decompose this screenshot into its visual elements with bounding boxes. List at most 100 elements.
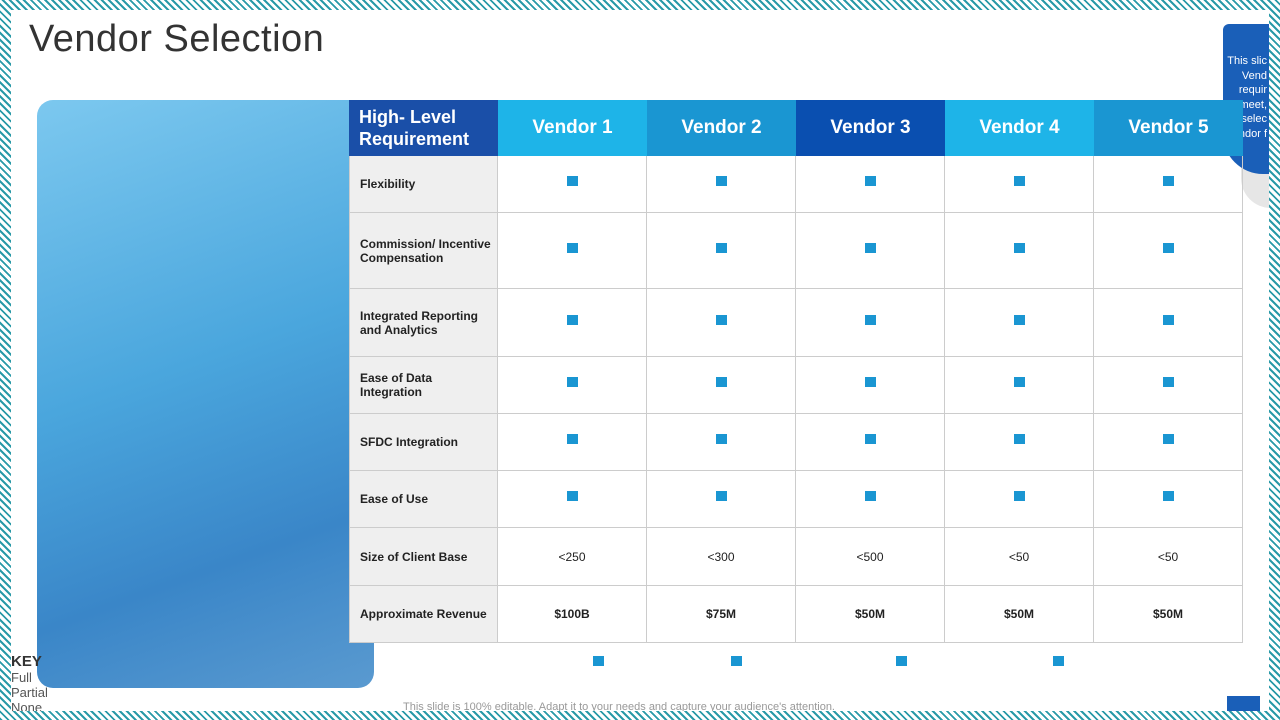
cell: [1094, 357, 1243, 414]
key-icon: [1053, 656, 1064, 666]
row-label: Commission/ Incentive Compensation: [349, 213, 498, 289]
cell: [498, 414, 647, 471]
cell: [647, 357, 796, 414]
cell: [1094, 471, 1243, 528]
cell: [1094, 414, 1243, 471]
callout-line: requir: [1238, 84, 1267, 96]
cell: [647, 414, 796, 471]
status-icon: [864, 176, 876, 186]
callout-line: selec: [1241, 113, 1267, 125]
cell: [945, 471, 1094, 528]
status-icon: [566, 434, 578, 444]
key-label: Partial: [11, 685, 48, 700]
cell: [647, 156, 796, 213]
cell: $50M: [1094, 586, 1243, 643]
row-label: Flexibility: [349, 156, 498, 213]
callout-line: This slic: [1227, 55, 1267, 67]
cell: [796, 414, 945, 471]
status-icon: [566, 314, 578, 325]
header-cell: Vendor 1: [498, 100, 647, 156]
status-icon: [1162, 491, 1174, 501]
cell: $50M: [945, 586, 1094, 643]
status-icon: [715, 491, 727, 501]
slide: Vendor Selection This slic Vend requir meet…: [11, 10, 1269, 711]
cell: [498, 357, 647, 414]
status-icon: [1013, 434, 1025, 444]
cell: [647, 471, 796, 528]
cell: <50: [1094, 528, 1243, 586]
cell: [945, 213, 1094, 289]
cell: <500: [796, 528, 945, 586]
key-icon: [593, 656, 604, 666]
status-icon: [715, 176, 727, 186]
status-icon: [1013, 314, 1025, 325]
status-icon: [715, 242, 727, 253]
cell: [796, 471, 945, 528]
cell: [1094, 213, 1243, 289]
status-icon: [864, 491, 876, 501]
key-icon: [731, 656, 742, 666]
status-icon: [1162, 176, 1174, 186]
row-label: Integrated Reporting and Analytics: [349, 289, 498, 357]
status-icon: [864, 242, 876, 253]
status-icon: [1162, 242, 1174, 253]
status-icon: [864, 434, 876, 444]
status-icon: [715, 377, 727, 387]
status-icon: [715, 434, 727, 444]
cell: <50: [945, 528, 1094, 586]
header-cell: Vendor 2: [647, 100, 796, 156]
status-icon: [566, 242, 578, 253]
cell: [945, 289, 1094, 357]
key-title: KEY: [11, 653, 42, 670]
cell: [945, 414, 1094, 471]
row-label: SFDC Integration: [349, 414, 498, 471]
status-icon: [566, 491, 578, 501]
status-icon: [864, 377, 876, 387]
key-icon: [896, 656, 907, 666]
key-label: Full: [11, 670, 32, 685]
status-icon: [715, 314, 727, 325]
status-icon: [1013, 491, 1025, 501]
key-label: None: [11, 700, 43, 711]
status-icon: [1013, 377, 1025, 387]
callout: This slic Vend requir meet, selec endor f: [1223, 24, 1269, 174]
cell: [796, 213, 945, 289]
cell: [796, 357, 945, 414]
header-cell: High- Level Requirement: [349, 100, 498, 156]
cell: [1094, 289, 1243, 357]
status-icon: [864, 314, 876, 325]
row-label: Size of Client Base: [349, 528, 498, 586]
cell: [1094, 156, 1243, 213]
cell: [498, 213, 647, 289]
row-label: Ease of Use: [349, 471, 498, 528]
row-label: Approximate Revenue: [349, 586, 498, 643]
cell: [647, 289, 796, 357]
title: Vendor Selection: [29, 18, 325, 60]
header-cell: Vendor 4: [945, 100, 1094, 156]
status-icon: [566, 176, 578, 186]
header-cell: Vendor 5: [1094, 100, 1243, 156]
cell: [796, 289, 945, 357]
cell: [945, 357, 1094, 414]
footer: This slide is 100% editable. Adapt it to…: [403, 701, 835, 711]
cell: [498, 289, 647, 357]
corner-block: [1227, 696, 1260, 711]
cell: $75M: [647, 586, 796, 643]
row-label: Ease of Data Integration: [349, 357, 498, 414]
cell: [498, 156, 647, 213]
status-icon: [1162, 434, 1174, 444]
cell: <250: [498, 528, 647, 586]
status-icon: [1013, 242, 1025, 253]
cell: $100B: [498, 586, 647, 643]
cell: [498, 471, 647, 528]
status-icon: [1162, 377, 1174, 387]
cell: [796, 156, 945, 213]
status-icon: [1162, 314, 1174, 325]
header-cell: Vendor 3: [796, 100, 945, 156]
key: KEY Full Partial None: [11, 653, 1269, 711]
cell: <300: [647, 528, 796, 586]
status-icon: [566, 377, 578, 387]
cell: $50M: [796, 586, 945, 643]
